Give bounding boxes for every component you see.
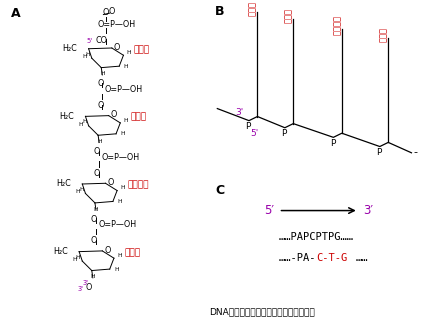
Text: P: P xyxy=(330,139,335,148)
Text: H₂C: H₂C xyxy=(53,247,68,256)
Text: H: H xyxy=(79,187,84,192)
Text: H: H xyxy=(73,257,77,262)
Text: H₂C: H₂C xyxy=(56,180,71,188)
Text: O: O xyxy=(104,246,111,255)
Text: H: H xyxy=(127,50,131,55)
Text: 3′: 3′ xyxy=(363,204,373,217)
Text: P: P xyxy=(245,122,251,131)
Text: O: O xyxy=(94,169,100,178)
Text: - -: - - xyxy=(414,147,422,157)
Text: H: H xyxy=(76,254,80,260)
Text: O: O xyxy=(108,178,114,187)
Text: H: H xyxy=(120,185,125,190)
Text: H: H xyxy=(124,64,128,69)
Text: ……: …… xyxy=(355,252,368,263)
Text: O: O xyxy=(102,8,109,17)
Text: O=P—OH: O=P—OH xyxy=(98,220,136,229)
Text: H: H xyxy=(94,206,98,212)
Text: 3': 3' xyxy=(235,108,243,117)
Text: 鸟嚅呐: 鸟嚅呐 xyxy=(379,27,388,42)
Text: O: O xyxy=(97,79,103,88)
Text: 胞噸啖: 胞噸啖 xyxy=(284,8,293,23)
Text: P: P xyxy=(281,129,287,138)
Text: 5': 5' xyxy=(87,38,93,44)
Text: 5': 5' xyxy=(250,129,258,138)
Text: O: O xyxy=(108,7,115,16)
Text: H: H xyxy=(124,117,128,123)
Text: DNA多核苷酸链的结构及其缩写式表示法: DNA多核苷酸链的结构及其缩写式表示法 xyxy=(209,308,314,317)
Text: H: H xyxy=(91,274,95,279)
Text: ……PAPCPTPG……: ……PAPCPTPG…… xyxy=(279,232,354,243)
Text: 腺嚅呐: 腺嚅呐 xyxy=(249,1,257,16)
Text: ……-PA-: ……-PA- xyxy=(279,252,316,263)
Text: H: H xyxy=(82,119,87,124)
Text: H: H xyxy=(82,54,87,59)
Text: H: H xyxy=(117,253,122,258)
Text: H: H xyxy=(85,52,90,57)
Text: H: H xyxy=(120,131,125,136)
Text: O: O xyxy=(97,101,103,110)
Text: C-T-G: C-T-G xyxy=(316,252,348,263)
Text: H: H xyxy=(97,139,101,144)
Text: O=P—OH: O=P—OH xyxy=(105,85,143,94)
Text: H: H xyxy=(79,122,83,127)
Text: 3': 3' xyxy=(77,286,83,292)
Text: O: O xyxy=(94,147,100,156)
Text: 腺嚅呐: 腺嚅呐 xyxy=(134,45,150,54)
Text: O: O xyxy=(91,214,97,224)
Text: 5′: 5′ xyxy=(264,204,274,217)
Text: H₂C: H₂C xyxy=(59,112,74,121)
Text: H₂C: H₂C xyxy=(62,44,77,53)
Text: O: O xyxy=(85,283,92,292)
Text: 3': 3' xyxy=(82,280,89,286)
Text: H: H xyxy=(117,199,122,204)
Text: 胸腺噸啖: 胸腺噸啖 xyxy=(333,15,342,35)
Text: A: A xyxy=(11,7,20,20)
Text: H: H xyxy=(100,71,105,76)
Text: P: P xyxy=(376,148,381,157)
Text: CO: CO xyxy=(95,36,107,44)
Text: O: O xyxy=(91,236,97,245)
Text: O: O xyxy=(111,110,117,119)
Text: H: H xyxy=(76,189,80,195)
Text: O: O xyxy=(114,43,120,52)
Text: O=P—OH: O=P—OH xyxy=(101,153,139,162)
Text: C: C xyxy=(215,184,225,197)
Text: O=P—OH: O=P—OH xyxy=(97,20,135,29)
Text: 鸟嚅呐: 鸟嚅呐 xyxy=(124,248,141,257)
Text: B: B xyxy=(215,4,225,18)
Text: H: H xyxy=(114,267,119,272)
Text: 胞噸啖: 胞噸啖 xyxy=(131,113,147,122)
Text: 胸腺噸啖: 胸腺噸啖 xyxy=(127,180,149,189)
